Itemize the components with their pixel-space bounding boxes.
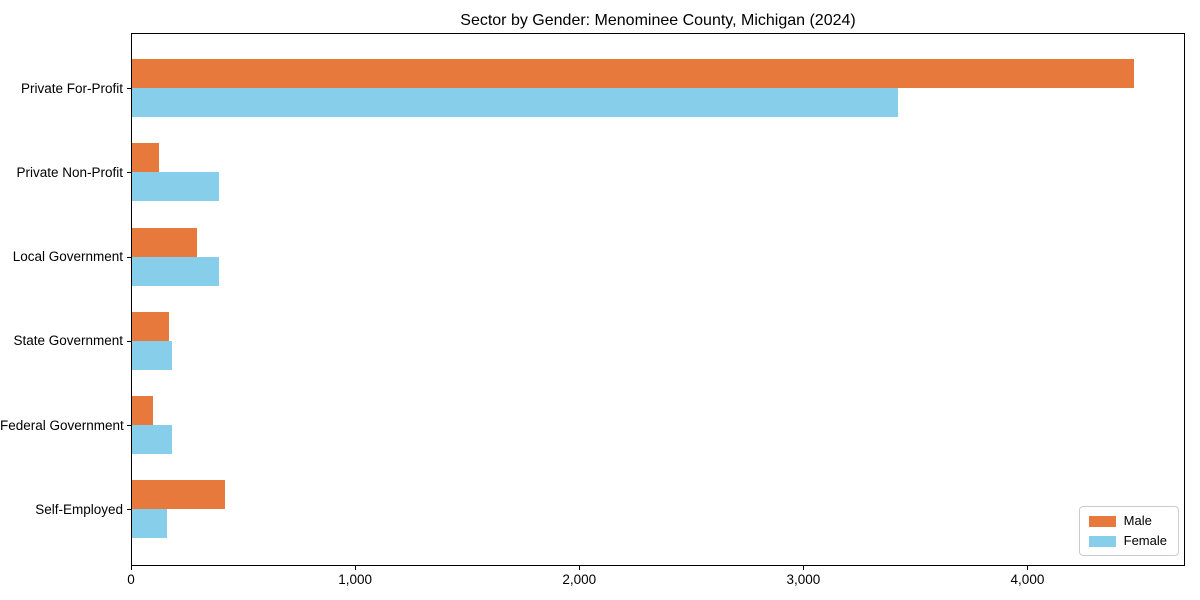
plot-area: Male Female bbox=[131, 33, 1185, 566]
y-tick-mark-3 bbox=[127, 340, 131, 342]
y-axis-label-4: Federal Government bbox=[0, 417, 124, 433]
bar-male-self-employed bbox=[132, 480, 225, 510]
y-axis-label-1: Private Non-Profit bbox=[16, 164, 123, 180]
x-tick-mark-1 bbox=[355, 566, 357, 570]
bar-male-federal-government bbox=[132, 396, 154, 426]
y-tick-mark-1 bbox=[127, 172, 131, 174]
bar-female-local-government bbox=[132, 256, 220, 286]
y-axis-label-5: Self-Employed bbox=[35, 501, 123, 517]
legend-entry-male: Male bbox=[1088, 513, 1167, 528]
bar-female-private-for-profit bbox=[132, 88, 899, 117]
y-axis-label-2: Local Government bbox=[12, 249, 123, 265]
legend-swatch-female bbox=[1088, 535, 1116, 547]
legend-swatch-male bbox=[1088, 515, 1116, 527]
bar-female-private-non-profit bbox=[132, 172, 220, 202]
x-axis-label-2: 2,000 bbox=[562, 572, 597, 587]
y-axis-label-0: Private For-Profit bbox=[20, 80, 123, 96]
bar-female-state-government bbox=[132, 340, 173, 370]
x-axis-label-0: 0 bbox=[127, 572, 135, 587]
chart-title: Sector by Gender: Menominee County, Mich… bbox=[460, 12, 856, 29]
bar-female-federal-government bbox=[132, 425, 173, 455]
bar-male-private-non-profit bbox=[132, 143, 159, 173]
y-tick-mark-4 bbox=[127, 425, 131, 427]
y-axis-label-3: State Government bbox=[13, 333, 123, 349]
legend-label-male: Male bbox=[1123, 513, 1152, 528]
x-axis-label-4: 4,000 bbox=[1010, 572, 1045, 587]
legend-label-female: Female bbox=[1123, 533, 1167, 548]
legend-entry-female: Female bbox=[1088, 533, 1167, 548]
bar-female-self-employed bbox=[132, 509, 167, 539]
bar-male-local-government bbox=[132, 227, 197, 257]
x-tick-mark-3 bbox=[803, 566, 805, 570]
bar-male-state-government bbox=[132, 311, 169, 341]
x-tick-mark-2 bbox=[579, 566, 581, 570]
y-tick-mark-5 bbox=[127, 509, 131, 511]
y-tick-mark-2 bbox=[127, 256, 131, 258]
legend: Male Female bbox=[1078, 506, 1179, 556]
x-tick-mark-4 bbox=[1027, 566, 1029, 570]
x-tick-mark-0 bbox=[131, 566, 132, 570]
x-axis-label-1: 1,000 bbox=[338, 572, 372, 587]
bar-male-private-for-profit bbox=[132, 59, 1134, 88]
y-tick-mark-0 bbox=[127, 88, 131, 89]
x-axis-label-3: 3,000 bbox=[786, 572, 821, 587]
